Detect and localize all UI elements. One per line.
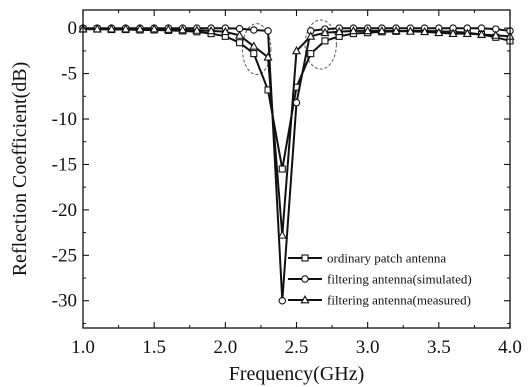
y-tick-label: -10 xyxy=(52,109,77,130)
ticks-layer: 1.0 1.5 2.0 2.5 3.0 3.5 4.0 0 -5 -10 -15 -20 -25 -30 xyxy=(52,10,522,358)
x-tick-label: 4.0 xyxy=(498,337,522,358)
x-tick-label: 3.5 xyxy=(427,337,451,358)
legend-label: filtering antenna(measured) xyxy=(327,293,471,308)
data-point xyxy=(462,28,472,37)
data-point xyxy=(135,24,145,33)
x-axis-title: Frequency(GHz) xyxy=(229,363,365,385)
x-tick-label: 2.5 xyxy=(285,337,309,358)
data-point xyxy=(321,37,329,45)
legend-item: ordinary patch antenna xyxy=(288,251,446,266)
data-point xyxy=(106,24,116,33)
x-tick-label: 1.5 xyxy=(142,337,166,358)
data-point xyxy=(249,41,259,50)
x-tick-label: 3.0 xyxy=(356,337,380,358)
data-point xyxy=(320,27,330,37)
series-line xyxy=(83,28,511,237)
data-point xyxy=(206,25,216,35)
series-circle xyxy=(79,24,514,305)
series-triangle xyxy=(78,24,515,239)
data-point xyxy=(192,25,202,34)
data-point xyxy=(277,230,287,239)
data-point xyxy=(92,24,102,33)
data-point xyxy=(420,26,430,36)
data-point xyxy=(363,25,373,35)
data-point xyxy=(306,31,316,40)
highlight-ellipse xyxy=(241,23,272,76)
legend-item: filtering antenna(measured) xyxy=(288,293,471,308)
y-tick-label: -15 xyxy=(52,154,77,175)
data-point xyxy=(291,45,302,55)
x-tick-label: 2.0 xyxy=(213,337,237,358)
axes-layer: 1.0 1.5 2.0 2.5 3.0 3.5 4.00-5-10-15-20-25-30 … xyxy=(9,9,522,385)
y-tick-label: 0 xyxy=(68,18,78,39)
legend-marker xyxy=(301,275,309,283)
data-point xyxy=(250,50,258,58)
legend-marker xyxy=(301,254,309,262)
data-point xyxy=(391,25,401,35)
y-tick-label: -20 xyxy=(52,200,77,221)
data-point xyxy=(477,29,487,38)
y-tick-label: -25 xyxy=(52,245,77,266)
annotation-layer xyxy=(241,19,337,76)
data-point xyxy=(178,25,188,34)
data-point xyxy=(278,296,287,305)
data-point xyxy=(263,52,273,61)
data-point xyxy=(250,26,258,34)
data-point xyxy=(377,25,387,35)
data-point xyxy=(235,30,245,39)
data-point xyxy=(491,30,501,39)
data-point xyxy=(292,98,301,107)
data-point xyxy=(163,24,173,33)
y-tick-label: -5 xyxy=(61,64,77,85)
data-point xyxy=(220,26,230,36)
data-point xyxy=(307,50,315,58)
x-tick-label: 1.0 xyxy=(71,337,95,358)
data-point xyxy=(278,165,286,173)
legend-item: filtering antenna(simulated) xyxy=(288,272,472,287)
legend-label: filtering antenna(simulated) xyxy=(327,272,472,287)
data-point xyxy=(434,27,444,37)
data-point xyxy=(149,24,159,33)
series-layer xyxy=(78,24,515,305)
y-axis-title: Reflection Coefficient(dB) xyxy=(9,62,31,277)
data-point xyxy=(264,27,272,35)
highlight-ellipse xyxy=(304,19,337,70)
data-point xyxy=(405,26,415,35)
y-tick-label: -30 xyxy=(52,291,77,312)
legend-label: ordinary patch antenna xyxy=(327,251,446,266)
data-point xyxy=(448,28,458,37)
legend: ordinary patch antenna filtering antenna(… xyxy=(288,251,472,308)
data-point xyxy=(121,24,131,33)
data-point xyxy=(334,26,344,36)
legend-marker xyxy=(300,295,310,304)
data-point xyxy=(236,39,244,47)
data-point xyxy=(348,25,358,35)
